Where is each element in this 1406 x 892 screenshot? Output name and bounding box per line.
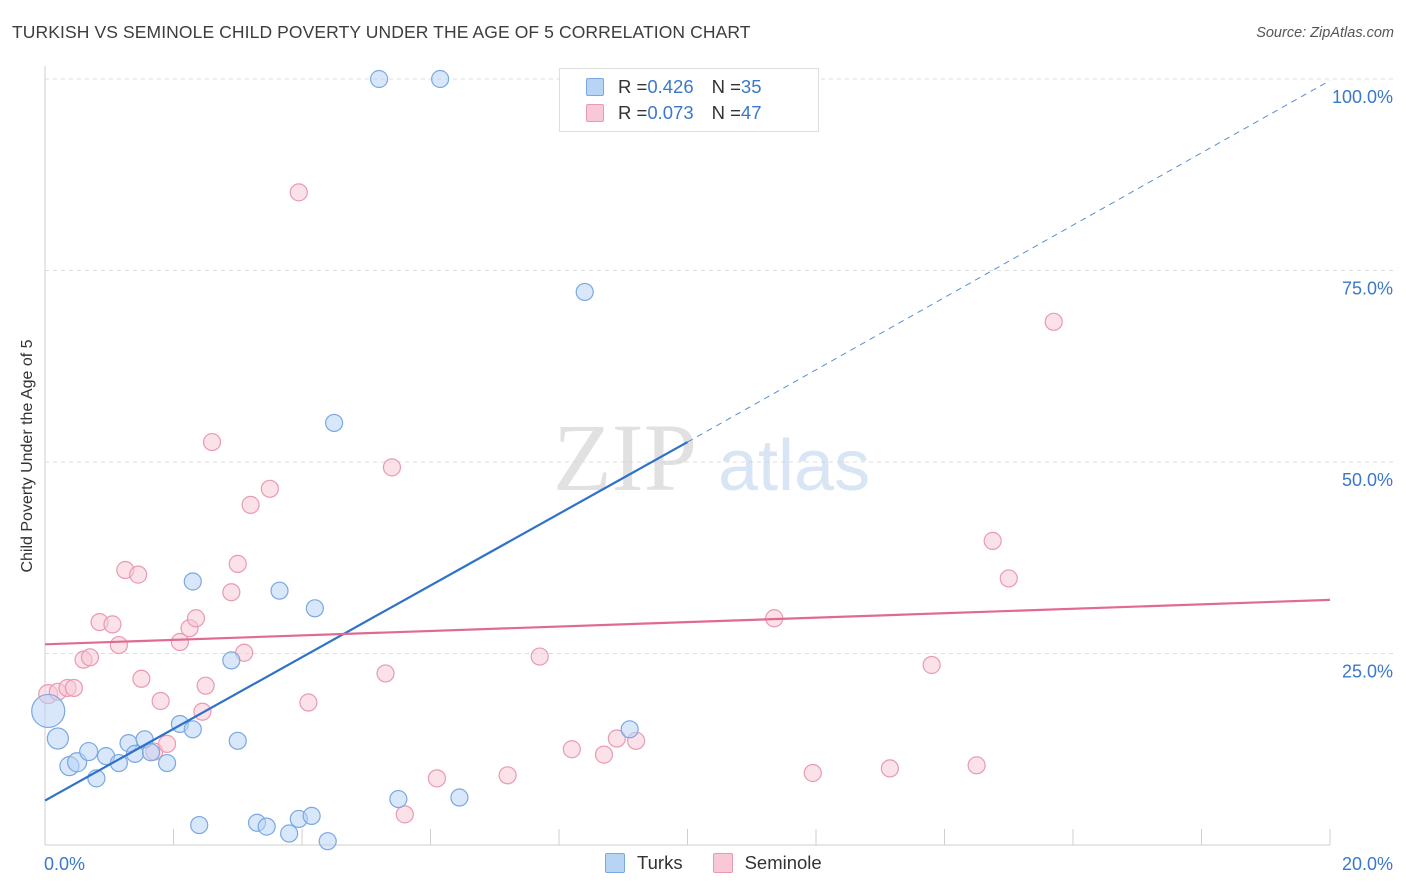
watermark: ZIP atlas [553,404,870,511]
legend-r-label: R = [618,102,648,123]
seminole-point-45 [1044,312,1063,331]
seminole-point-33 [530,647,549,666]
bottom-legend-label-turks: Turks [637,852,683,873]
seminole-point-35 [594,745,614,764]
y-tick-label-2: 75.0% [1342,279,1393,299]
legend-n-value: 47 [740,102,762,123]
seminole-point-15 [170,632,190,652]
seminole-point-21 [222,583,241,602]
legend-r-label: R = [618,76,648,97]
turks-point-28 [370,69,389,89]
y-tick-label-3: 100.0% [1332,87,1393,107]
seminole-point-24 [241,495,260,514]
x-tick-label-max: 20.0% [1342,854,1393,874]
bottom-legend-turks: Turks [605,852,683,874]
watermark-atlas: atlas [718,426,870,506]
seminole-point-17 [186,609,206,628]
turks-point-26 [318,832,337,851]
turks-point-21 [270,581,289,600]
grid-lines [45,78,1394,654]
y-tick-label-1: 50.0% [1342,470,1393,490]
seminole-point-14 [157,734,177,753]
seminole-point-11 [132,669,151,688]
turks-point-16 [183,572,202,591]
seminole-point-26 [289,183,308,202]
trend-lines [44,80,1331,802]
seminole-point-40 [880,759,899,778]
legend-n-value: 35 [740,76,762,97]
bottom-legend-label-seminole: Seminole [744,852,822,873]
legend-swatch-turks [586,78,604,96]
seminole-point-42 [967,756,986,775]
watermark-zip: ZIP [553,404,697,511]
bottom-legend: Turks Seminole [605,852,852,874]
legend-swatch-seminole [586,104,604,122]
legend-n-label: N = [711,102,741,123]
x-tick-label-min: 0.0% [44,854,85,874]
turks-point-33 [620,720,639,739]
turks-point-14 [183,720,202,739]
seminole-point-30 [395,805,414,824]
seminole-point-39 [803,763,822,783]
seminole-point-29 [382,458,402,477]
seminole-point-28 [376,664,395,683]
seminole-point-31 [427,769,447,788]
legend-r-value: 0.426 [647,76,694,97]
turks-point-22 [280,824,299,843]
seminole-point-43 [983,531,1002,550]
seminole-point-36 [607,729,626,748]
seminole-point-44 [999,569,1018,588]
turks-point-11 [141,743,161,762]
seminole-point-5 [80,648,100,667]
turks-point-25 [305,599,324,618]
legend: R = 0.426 N = 35 R = 0.073 N = 47 [559,68,819,132]
turks-point-1 [46,727,69,750]
turks-point-24 [302,806,321,825]
turks-point-20 [257,817,276,836]
turks-point-32 [575,282,594,302]
turks-point-12 [157,753,177,773]
source-label: Source: ZipAtlas.com [1256,25,1394,41]
seminole-point-41 [922,655,941,675]
seminole-point-10 [129,565,148,584]
seminole-point-3 [64,678,84,698]
turks-point-31 [450,788,469,807]
turks-point-29 [389,789,408,809]
bottom-legend-swatch-seminole [712,853,733,873]
legend-row-seminole: R = 0.073 N = 47 [586,101,762,125]
chart-title: TURKISH VS SEMINOLE CHILD POVERTY UNDER … [12,22,751,42]
seminole-point-32 [498,766,517,785]
seminole-point-27 [299,693,318,712]
bottom-legend-swatch-turks [605,853,625,873]
legend-n-label: N = [711,76,741,97]
seminole-point-7 [103,615,122,634]
turks-point-4 [79,741,99,762]
y-tick-label-0: 25.0% [1342,662,1393,682]
turks-point-15 [190,815,209,835]
seminole-point-8 [109,635,128,655]
turks-point-18 [228,731,247,750]
turks-point-27 [325,413,344,433]
seminole-point-25 [260,479,279,498]
data-points [31,69,1063,851]
tick-labels: 25.0% 50.0% 75.0% 100.0% 0.0% 20.0% [44,87,1393,874]
turks-point-30 [431,69,450,89]
seminole-point-34 [562,740,581,759]
seminole-point-13 [151,691,170,711]
turks-point-0 [31,693,66,729]
turks-trend-extension [687,80,1331,443]
seminole-point-18 [202,432,222,452]
seminole-point-22 [228,554,247,573]
seminole-trend-line [44,598,1331,646]
turks-point-17 [222,651,241,670]
seminole-point-20 [196,676,215,695]
bottom-legend-seminole: Seminole [712,852,822,874]
legend-row-turks: R = 0.426 N = 35 [586,75,762,99]
legend-r-value: 0.073 [647,102,694,123]
turks-trend-line [44,441,689,802]
